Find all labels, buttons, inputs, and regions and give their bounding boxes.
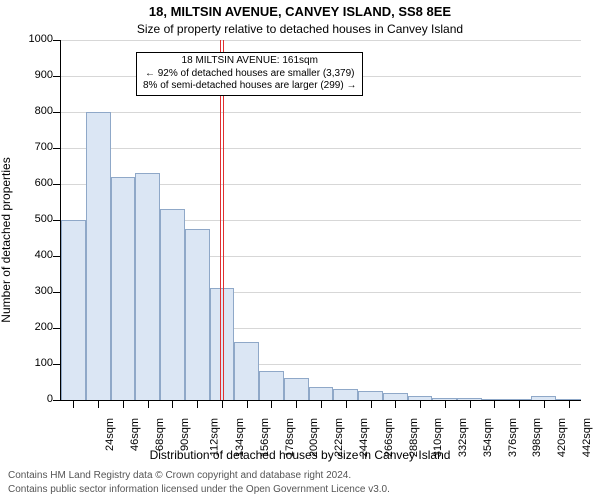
annotation-line: ← 92% of detached houses are smaller (3,… [143, 68, 356, 81]
y-tick-label: 500 [35, 213, 53, 225]
x-tick [197, 400, 198, 408]
x-tick [98, 400, 99, 408]
y-tick-label: 1000 [29, 33, 53, 45]
x-tick [73, 400, 74, 408]
histogram-bar [383, 393, 408, 400]
histogram-bar [111, 177, 136, 400]
y-tick-label: 900 [35, 69, 53, 81]
histogram-bar [309, 387, 334, 400]
x-tick [445, 400, 446, 408]
y-axis-label: Number of detached properties [0, 157, 13, 322]
y-tick [53, 220, 61, 221]
y-tick-label: 800 [35, 105, 53, 117]
y-tick [53, 328, 61, 329]
y-tick [53, 292, 61, 293]
x-tick [271, 400, 272, 408]
y-tick [53, 184, 61, 185]
y-tick-label: 600 [35, 177, 53, 189]
histogram-bar [408, 396, 433, 400]
histogram-bar [556, 399, 581, 400]
annotation-line: 18 MILTSIN AVENUE: 161sqm [143, 55, 356, 68]
x-tick-label: 24sqm [104, 418, 116, 451]
footer-line-2: Contains public sector information licen… [8, 484, 390, 495]
x-tick [420, 400, 421, 408]
y-tick [53, 148, 61, 149]
y-tick [53, 40, 61, 41]
histogram-bar [482, 399, 507, 400]
plot-area: 0100200300400500600700800900100024sqm46s… [60, 40, 581, 401]
x-tick [371, 400, 372, 408]
histogram-bar [234, 342, 259, 400]
histogram-bar [531, 396, 556, 400]
histogram-bar [507, 399, 532, 400]
histogram-bar [432, 398, 457, 400]
y-tick-label: 100 [35, 357, 53, 369]
y-tick-label: 200 [35, 321, 53, 333]
title-line-2: Size of property relative to detached ho… [0, 22, 600, 36]
histogram-bar [358, 391, 383, 400]
x-tick [172, 400, 173, 408]
y-tick [53, 400, 61, 401]
x-tick [569, 400, 570, 408]
x-tick [395, 400, 396, 408]
y-tick-label: 700 [35, 141, 53, 153]
x-tick [544, 400, 545, 408]
histogram-bar [86, 112, 111, 400]
y-tick [53, 364, 61, 365]
y-tick-label: 400 [35, 249, 53, 261]
gridline [61, 112, 581, 113]
footer-line-1: Contains HM Land Registry data © Crown c… [8, 470, 351, 481]
y-tick [53, 76, 61, 77]
x-tick-label: 90sqm [179, 418, 191, 451]
x-tick [148, 400, 149, 408]
y-tick [53, 112, 61, 113]
x-tick-label: 46sqm [129, 418, 141, 451]
y-tick [53, 256, 61, 257]
histogram-bar [61, 220, 86, 400]
x-tick [296, 400, 297, 408]
histogram-bar [185, 229, 210, 400]
x-tick [123, 400, 124, 408]
y-tick-label: 0 [47, 393, 53, 405]
x-tick [247, 400, 248, 408]
x-tick [346, 400, 347, 408]
x-tick-label: 68sqm [154, 418, 166, 451]
x-axis-label: Distribution of detached houses by size … [0, 448, 600, 462]
annotation-line: 8% of semi-detached houses are larger (2… [143, 80, 356, 93]
annotation-box: 18 MILTSIN AVENUE: 161sqm← 92% of detach… [136, 52, 363, 96]
histogram-bar [259, 371, 284, 400]
x-tick [222, 400, 223, 408]
gridline [61, 40, 581, 41]
histogram-bar [457, 398, 482, 400]
histogram-bar [135, 173, 160, 400]
title-line-1: 18, MILTSIN AVENUE, CANVEY ISLAND, SS8 8… [0, 4, 600, 19]
x-tick [321, 400, 322, 408]
histogram-bar [160, 209, 185, 400]
x-tick [519, 400, 520, 408]
x-tick [494, 400, 495, 408]
histogram-bar [210, 288, 235, 400]
x-tick [470, 400, 471, 408]
histogram-bar [333, 389, 358, 400]
gridline [61, 148, 581, 149]
chart-container: 18, MILTSIN AVENUE, CANVEY ISLAND, SS8 8… [0, 0, 600, 500]
y-tick-label: 300 [35, 285, 53, 297]
histogram-bar [284, 378, 309, 400]
